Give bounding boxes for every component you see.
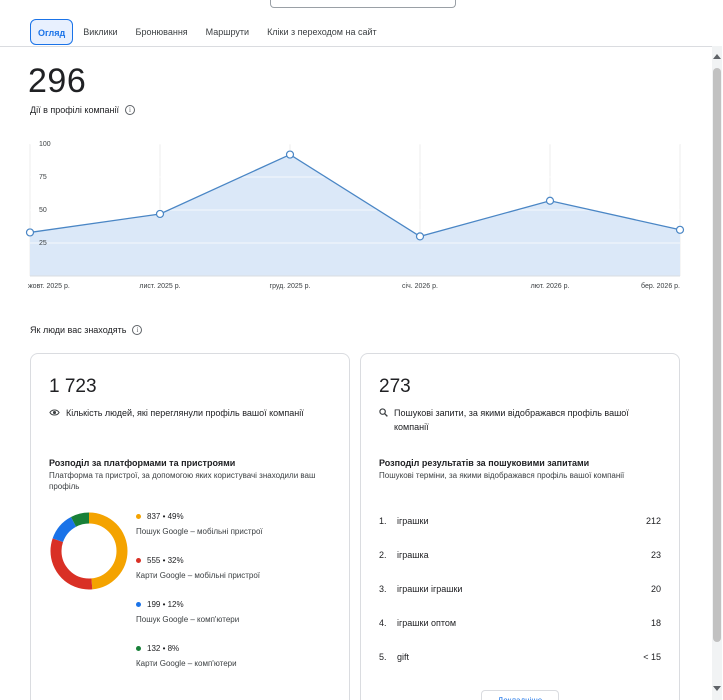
actions-chart: 100 75 50 25 жовт. 2025 р. лист. 2025 р. груд.… [25,141,685,290]
x-tick-label: лют. 2026 р. [531,283,570,290]
query-rank: 4. [379,618,387,628]
info-icon[interactable]: i [132,325,143,335]
legend-item: 199 • 12% Пошук Google – комп'ютери [136,600,336,644]
y-tick-label: 100 [39,141,51,148]
profile-views-value: 1 723 [49,376,97,397]
tab-calls[interactable]: Виклики [83,27,118,37]
query-rank: 3. [379,584,387,594]
total-actions-label: Дії в профілі компанії i [30,105,135,115]
query-list: 1. іграшки 212 2. іграшка 23 3. іграшки … [379,504,661,674]
search-box[interactable] [270,0,456,8]
legend-item: 555 • 32% Карти Google – мобільні пристр… [136,556,336,600]
platform-breakdown-description: Платформа та пристрої, за допомогою яких… [49,471,316,491]
tab-overview[interactable]: Огляд [30,19,74,45]
scroll-down-arrow-icon[interactable] [713,686,721,691]
legend-label: Пошук Google – мобільні пристрої [136,527,263,536]
legend-value: 555 • 32% [147,556,184,565]
profile-views-card: 1 723 Кількість людей, які переглянули п… [30,353,350,700]
data-point [675,225,685,234]
scrollbar[interactable] [712,46,722,700]
x-tick-label: груд. 2025 р. [270,283,311,290]
data-point [415,232,425,241]
query-row: 3. іграшки іграшки 20 [379,572,661,606]
section-title: Як люди вас знаходять i [30,325,143,335]
data-point [545,196,555,205]
tab-bar: Огляд Виклики Бронювання Маршрути Кліки … [30,18,387,46]
tab-bookings[interactable]: Бронювання [135,27,188,37]
platform-legend: 837 • 49% Пошук Google – мобільні пристр… [136,512,336,688]
x-tick-label: жовт. 2025 р. [28,283,70,290]
search-queries-description: Пошукові запити, за якими відображався п… [379,406,659,434]
query-row: 5. gift < 15 [379,640,661,674]
tabs-divider [0,46,712,47]
query-rank: 5. [379,652,387,662]
eye-icon [49,407,60,421]
chart-area [30,154,680,276]
donut-segment [50,512,128,590]
search-queries-value: 273 [379,376,411,397]
info-icon[interactable]: i [125,105,135,115]
legend-dot [136,514,141,519]
search-queries-card: 273 Пошукові запити, за якими відображав… [360,353,680,700]
legend-dot [136,602,141,607]
query-row: 4. іграшки оптом 18 [379,606,661,640]
query-term: іграшка [397,550,429,560]
scroll-thumb[interactable] [713,68,721,642]
query-term: gift [397,652,410,662]
data-point [285,150,295,159]
legend-item: 837 • 49% Пошук Google – мобільні пристр… [136,512,336,556]
chart-line [29,153,681,238]
query-count: 212 [645,516,661,526]
legend-value: 199 • 12% [147,600,184,609]
legend-value: 837 • 49% [147,512,184,521]
query-rank: 1. [379,516,387,526]
platform-donut-chart [50,512,128,590]
total-actions-label-text: Дії в профілі компанії [30,105,119,115]
search-icon [379,407,388,434]
x-tick-label: лист. 2025 р. [139,283,180,290]
x-tick-label: бер. 2026 р. [641,282,680,290]
query-row: 2. іграшка 23 [379,538,661,572]
legend-label: Карти Google – мобільні пристрої [136,571,261,580]
legend-label: Карти Google – комп'ютери [136,659,237,668]
more-details-button[interactable]: Докладніше [481,690,559,700]
total-actions-value: 296 [28,62,87,100]
query-breakdown-description: Пошукові терміни, за якими відображався … [379,471,625,480]
y-tick-label: 50 [39,207,47,214]
donut-segment [50,512,128,590]
profile-views-description-text: Кількість людей, які переглянули профіль… [66,408,304,418]
legend-dot [136,558,141,563]
x-tick-label: січ. 2026 р. [402,282,438,290]
profile-views-description: Кількість людей, які переглянули профіль… [49,406,329,421]
query-breakdown-title: Розподіл результатів за пошуковими запит… [379,458,590,468]
tab-website-clicks[interactable]: Кліки з переходом на сайт [267,27,377,37]
search-queries-description-text: Пошукові запити, за якими відображався п… [394,408,629,432]
query-row: 1. іграшки 212 [379,504,661,538]
query-term: іграшки оптом [397,618,457,628]
query-term: іграшки [397,516,429,526]
query-count: 20 [650,584,661,594]
legend-value: 132 • 8% [147,644,180,653]
data-point [25,228,35,237]
y-tick-label: 75 [39,174,47,181]
legend-item: 132 • 8% Карти Google – комп'ютери [136,644,336,688]
query-count: 18 [650,618,661,628]
query-count: < 15 [643,652,661,662]
scroll-up-arrow-icon[interactable] [713,54,721,59]
y-tick-label: 25 [39,240,47,247]
query-term: іграшки іграшки [397,584,463,594]
data-point [155,209,165,219]
section-title-text: Як люди вас знаходять [30,325,127,335]
query-count: 23 [650,550,661,560]
legend-label: Пошук Google – комп'ютери [136,615,240,624]
tab-directions[interactable]: Маршрути [205,27,250,37]
query-rank: 2. [379,550,387,560]
legend-dot [136,646,141,651]
platform-breakdown-title: Розподіл за платформами та пристроями [49,458,236,468]
